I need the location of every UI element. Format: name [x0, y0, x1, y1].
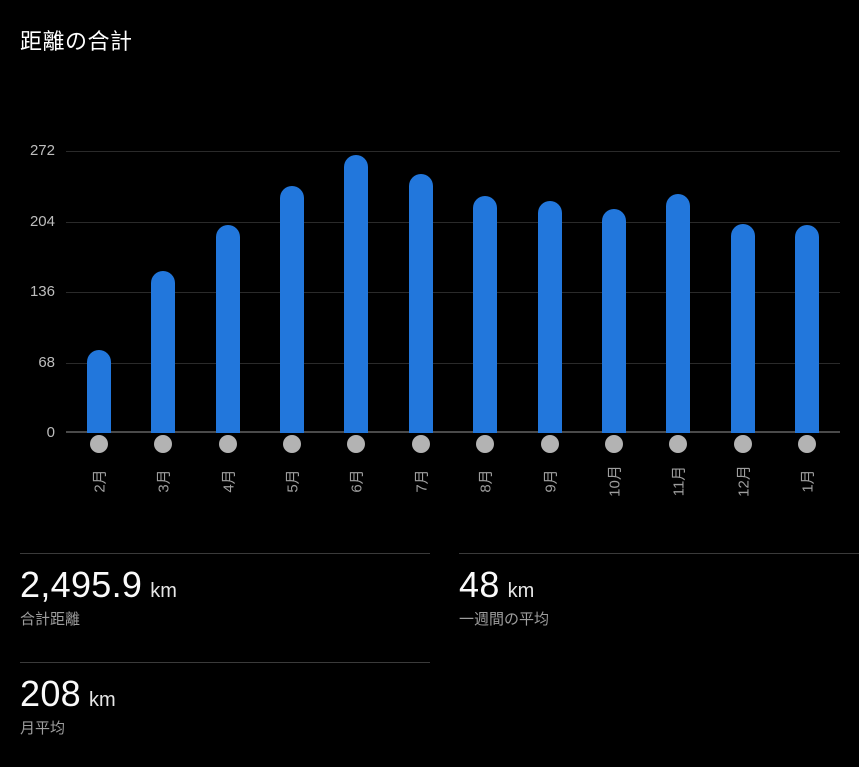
bar-10月[interactable] [601, 209, 626, 433]
distance-bar-chart: 0 68 136 204 272 2月 3月 4月 5月 6月 7月 8月 9月 10月 11月 12月 1月 [0, 142, 859, 521]
bar-9月[interactable] [537, 200, 562, 433]
bar-2月[interactable] [87, 350, 111, 433]
gridline-204 [66, 222, 840, 223]
y-tick-label-0: 0 [46, 424, 55, 441]
stat-value: 2,495.9 [20, 564, 143, 605]
x-tick-label-8月: 8月 [477, 469, 495, 493]
stat-unit: km [150, 580, 177, 602]
gridline-272 [66, 151, 840, 152]
bar-12月[interactable] [730, 223, 755, 433]
x-tick-label-3月: 3月 [155, 469, 173, 493]
stat-unit: km [507, 580, 535, 602]
bar-11月[interactable] [666, 193, 691, 433]
stat-value: 48 [459, 564, 500, 605]
stat-unit: km [88, 689, 116, 711]
x-axis-dot [411, 435, 430, 453]
x-axis-dot [90, 435, 108, 453]
bar-1月[interactable] [795, 224, 819, 433]
bar-7月[interactable] [408, 173, 433, 433]
bar-4月[interactable] [215, 224, 240, 433]
divider [20, 553, 430, 554]
x-axis-dot [669, 435, 688, 453]
y-tick-label-272: 272 [29, 142, 55, 159]
x-axis-dot [476, 435, 495, 453]
x-tick-label-4月: 4月 [220, 469, 238, 493]
stat-monthly-average: 208 km 月平均 [20, 662, 430, 738]
x-tick-label-5月: 5月 [284, 469, 302, 493]
x-axis-dot [347, 435, 366, 453]
x-tick-label-12月: 12月 [735, 465, 753, 497]
stat-total-distance: 2,495.9 km 合計距離 [20, 553, 430, 629]
stat-value-row: 2,495.9 km [20, 565, 430, 605]
plot-area [66, 151, 840, 433]
stat-value-row: 48 km [459, 565, 859, 605]
x-axis-dot [283, 435, 302, 453]
y-tick-label-136: 136 [29, 283, 55, 300]
stat-label: 合計距離 [20, 610, 81, 628]
x-tick-label-1月: 1月 [799, 469, 817, 493]
stat-value: 208 [20, 673, 81, 714]
gridline-68 [66, 363, 840, 364]
stat-value-row: 208 km [20, 674, 430, 714]
bar-3月[interactable] [151, 271, 176, 433]
x-axis-line [66, 431, 840, 433]
x-tick-label-2月: 2月 [91, 469, 109, 493]
x-axis-dot [733, 435, 752, 453]
gridline-136 [66, 292, 840, 293]
x-axis-dot [218, 435, 237, 453]
bar-8月[interactable] [473, 195, 498, 433]
x-tick-label-9月: 9月 [542, 469, 560, 493]
stat-weekly-average: 48 km 一週間の平均 [459, 553, 859, 629]
x-tick-label-10月: 10月 [606, 465, 624, 497]
bar-6月[interactable] [344, 155, 369, 433]
x-axis-dot [604, 435, 623, 453]
stat-label: 月平均 [20, 719, 66, 737]
x-tick-label-7月: 7月 [413, 469, 431, 493]
x-tick-label-11月: 11月 [670, 465, 688, 497]
page-title: 距離の合計 [20, 29, 133, 54]
stat-label: 一週間の平均 [459, 610, 550, 628]
bar-5月[interactable] [280, 186, 305, 433]
divider [20, 662, 430, 663]
x-axis-dot [154, 435, 173, 453]
divider [459, 553, 859, 554]
x-axis-dot [540, 435, 559, 453]
y-tick-label-68: 68 [38, 353, 55, 371]
x-tick-label-6月: 6月 [348, 469, 366, 493]
y-axis: 0 68 136 204 272 [0, 142, 55, 441]
y-tick-label-204: 204 [29, 212, 55, 230]
x-axis-dot [798, 435, 816, 453]
